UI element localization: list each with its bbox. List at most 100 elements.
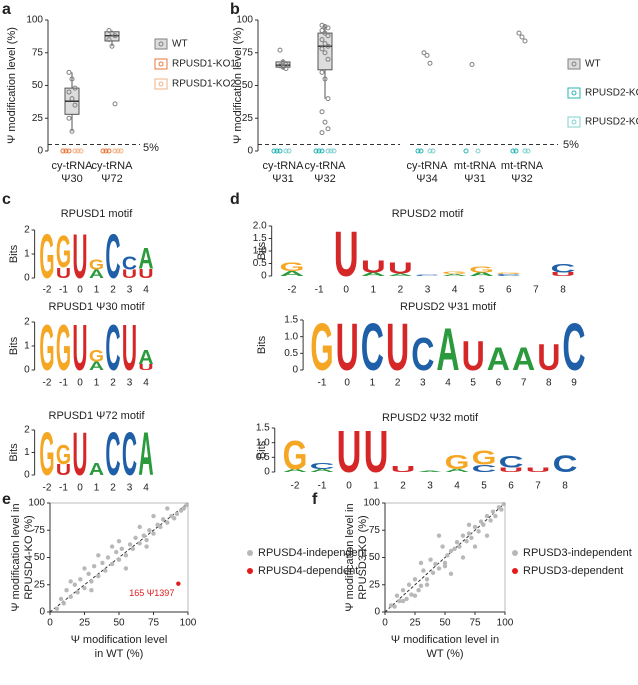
point xyxy=(436,533,442,538)
point xyxy=(118,148,124,154)
point xyxy=(322,76,328,82)
y-tick-label: 0 xyxy=(24,273,30,284)
legend-label: WT xyxy=(585,59,601,70)
point xyxy=(116,538,122,544)
point xyxy=(184,502,189,508)
point xyxy=(69,76,75,82)
x-tick-label: 1 xyxy=(371,285,377,296)
point xyxy=(452,546,457,551)
y-axis-label: Bits xyxy=(256,440,268,459)
point xyxy=(481,522,486,527)
point xyxy=(463,148,469,154)
point xyxy=(469,62,475,68)
point xyxy=(493,513,498,519)
point xyxy=(430,570,436,575)
y-tick-label: 100 xyxy=(26,15,43,26)
point xyxy=(490,509,496,514)
logo-title: RPUSD2 Ψ31 motif xyxy=(400,301,497,313)
point xyxy=(112,148,118,154)
point xyxy=(522,38,528,44)
point xyxy=(137,524,142,530)
point xyxy=(69,96,75,102)
x-tick-label: 8 xyxy=(560,285,566,296)
legend-swatch xyxy=(154,78,168,90)
logo-letter: U xyxy=(122,268,137,281)
point xyxy=(283,65,289,71)
point xyxy=(478,519,484,524)
point xyxy=(78,148,84,154)
logo-letter: C xyxy=(105,222,120,292)
panel-label: f xyxy=(312,491,318,508)
x-tick-label: cy-tRNA xyxy=(92,160,134,172)
point xyxy=(181,506,187,511)
point xyxy=(75,590,80,595)
point xyxy=(440,544,445,549)
point xyxy=(319,148,325,154)
y-axis-label: Bits xyxy=(8,244,20,263)
point xyxy=(404,596,409,602)
y-tick-label: 0.5 xyxy=(253,258,267,269)
point xyxy=(123,566,129,571)
logo-letter: C xyxy=(415,275,455,277)
logo-letter: C xyxy=(122,420,137,488)
legend-dot xyxy=(158,81,164,87)
box xyxy=(317,32,333,71)
point xyxy=(319,69,325,75)
x-tick-label: 3 xyxy=(127,378,133,389)
legend-label: RPUSD3-independent xyxy=(523,547,632,559)
point xyxy=(112,101,118,107)
x-tick-label: 3 xyxy=(420,378,426,389)
point xyxy=(322,30,328,36)
logo-letter: G xyxy=(56,226,71,277)
y-tick-label: 2 xyxy=(24,425,30,436)
logo-letter: U xyxy=(337,419,362,485)
logo-letter: A xyxy=(388,273,418,277)
x-tick-label: 0 xyxy=(77,378,83,389)
point xyxy=(448,548,454,554)
point xyxy=(286,148,292,154)
logo-letter: U xyxy=(364,419,389,485)
y-axis-label: RPUSD3-KO (%) xyxy=(357,515,369,599)
point xyxy=(54,606,60,611)
logo-letter: C xyxy=(499,454,524,472)
point xyxy=(313,148,319,154)
point xyxy=(106,27,112,33)
point xyxy=(165,520,170,525)
logo-letter: G xyxy=(280,260,305,274)
point xyxy=(325,148,331,154)
point xyxy=(319,27,325,33)
x-tick-label: Ψ72 xyxy=(101,173,122,185)
logo-letter: U xyxy=(138,362,153,372)
y-tick-label: 0 xyxy=(24,365,30,376)
diagonal xyxy=(384,502,506,613)
x-tick-label: Ψ32 xyxy=(511,173,532,185)
point xyxy=(144,537,149,543)
x-tick-label: 9 xyxy=(571,378,577,389)
x-tick-label: 3 xyxy=(427,481,433,492)
x-tick-label: 50 xyxy=(439,618,451,629)
point xyxy=(421,568,426,573)
point xyxy=(283,148,289,154)
y-tick-label: 0.5 xyxy=(284,348,298,359)
y-tick-label: 50 xyxy=(32,80,44,91)
y-axis-label: Ψ modification level in xyxy=(344,503,356,611)
legend-swatch xyxy=(154,38,168,50)
logo-letter: U xyxy=(72,222,87,292)
legend-dot xyxy=(512,568,518,574)
y-tick-label: 1.5 xyxy=(284,315,298,326)
x-tick-label: 2 xyxy=(395,378,401,389)
logo-letter: C xyxy=(496,273,521,277)
x-tick-label: 1 xyxy=(94,285,100,296)
point xyxy=(151,513,156,519)
point xyxy=(442,560,448,566)
logo-letter: G xyxy=(283,432,308,478)
point xyxy=(409,592,414,597)
legend-label: RPUSD3-dependent xyxy=(523,565,623,577)
point xyxy=(144,544,149,549)
logo-letter: C xyxy=(551,261,577,275)
x-tick-label: -2 xyxy=(291,481,300,492)
point xyxy=(151,531,156,536)
y-tick-label: 50 xyxy=(242,80,254,91)
logo-letter: C xyxy=(472,464,499,475)
